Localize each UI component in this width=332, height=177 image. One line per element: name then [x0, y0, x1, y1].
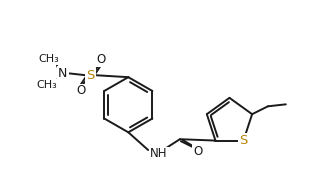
Text: NH: NH — [150, 147, 168, 161]
Text: N: N — [58, 67, 67, 80]
Text: O: O — [96, 53, 105, 66]
Text: CH₃: CH₃ — [39, 55, 59, 64]
Text: S: S — [239, 134, 248, 147]
Text: CH₃: CH₃ — [37, 80, 57, 90]
Text: O: O — [76, 84, 85, 98]
Text: S: S — [86, 69, 95, 82]
Text: O: O — [193, 144, 203, 158]
